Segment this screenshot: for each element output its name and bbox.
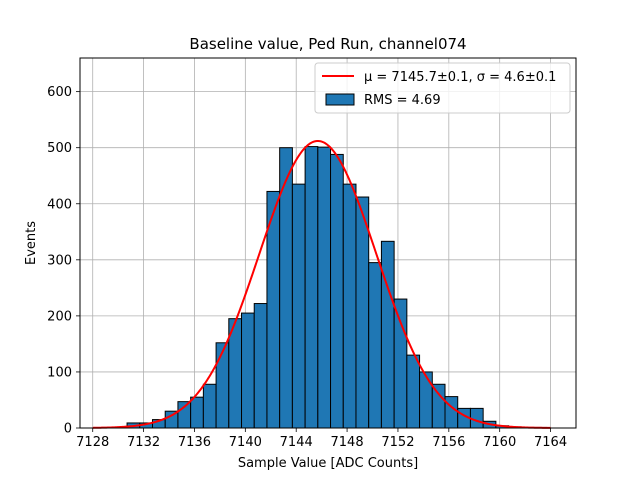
- y-tick-label-2: 200: [47, 309, 72, 324]
- x-tick-label-7: 7156: [432, 435, 465, 450]
- histogram-bars: [101, 146, 548, 429]
- x-tick-label-3: 7140: [229, 435, 262, 450]
- histogram-bar-9: [215, 342, 230, 429]
- gaussian-fit-curve: [92, 139, 551, 429]
- y-tick-label-1: 100: [47, 365, 72, 380]
- x-tick-label-9: 7164: [534, 435, 567, 450]
- histogram-bar-12: [253, 303, 268, 429]
- histogram-bar-21: [368, 262, 382, 429]
- histogram-bar-16: [304, 146, 319, 429]
- plot-frame: [79, 57, 577, 429]
- x-tick-label-6: 7152: [381, 435, 414, 450]
- y-tick-label-4: 400: [47, 197, 72, 212]
- x-tick-label-8: 7160: [483, 435, 516, 450]
- histogram-bar-20: [355, 196, 370, 429]
- histogram-bar-25: [419, 371, 433, 429]
- legend-hist-swatch: [325, 93, 355, 106]
- y-tick-label-6: 600: [47, 85, 72, 100]
- x-tick-label-2: 7136: [178, 435, 211, 450]
- x-tick-label-0: 7128: [76, 435, 109, 450]
- x-tick-label-5: 7148: [331, 435, 364, 450]
- histogram-bar-22: [380, 240, 395, 429]
- histogram-bar-23: [393, 298, 408, 429]
- histogram-bar-18: [330, 153, 344, 429]
- chart-title: Baseline value, Ped Run, channel074: [189, 35, 466, 53]
- y-tick-label-3: 300: [47, 253, 72, 268]
- x-axis-ticks: 7128 7132 7136 7140 7144 7148 7152 7156 7160 7164: [76, 428, 567, 450]
- y-tick-label-0: 0: [64, 422, 72, 437]
- legend: μ = 7145.7±0.1, σ = 4.6±0.1 RMS = 4.69: [314, 62, 571, 114]
- y-axis-ticks: 0 100 200 300 400 500 600: [47, 85, 80, 437]
- histogram-bar-8: [202, 383, 217, 429]
- legend-hist-label: RMS = 4.69: [364, 93, 441, 108]
- histogram-bar-15: [291, 183, 306, 429]
- y-tick-label-5: 500: [47, 141, 72, 156]
- gaussian-fit-line: [92, 139, 551, 429]
- x-axis-label: Sample Value [ADC Counts]: [238, 456, 418, 471]
- histogram-bar-24: [406, 354, 421, 429]
- y-axis-label: Events: [24, 221, 39, 265]
- histogram-bar-27: [444, 396, 459, 429]
- histogram-bar-19: [342, 183, 357, 429]
- legend-fit-label: μ = 7145.7±0.1, σ = 4.6±0.1: [364, 70, 556, 85]
- histogram-bar-17: [317, 146, 332, 429]
- histogram-bar-11: [241, 312, 255, 429]
- x-tick-label-1: 7132: [127, 435, 160, 450]
- x-tick-label-4: 7144: [280, 435, 313, 450]
- histogram-bar-7: [190, 396, 204, 429]
- histogram-bar-26: [431, 383, 446, 429]
- legend-box: [314, 62, 571, 114]
